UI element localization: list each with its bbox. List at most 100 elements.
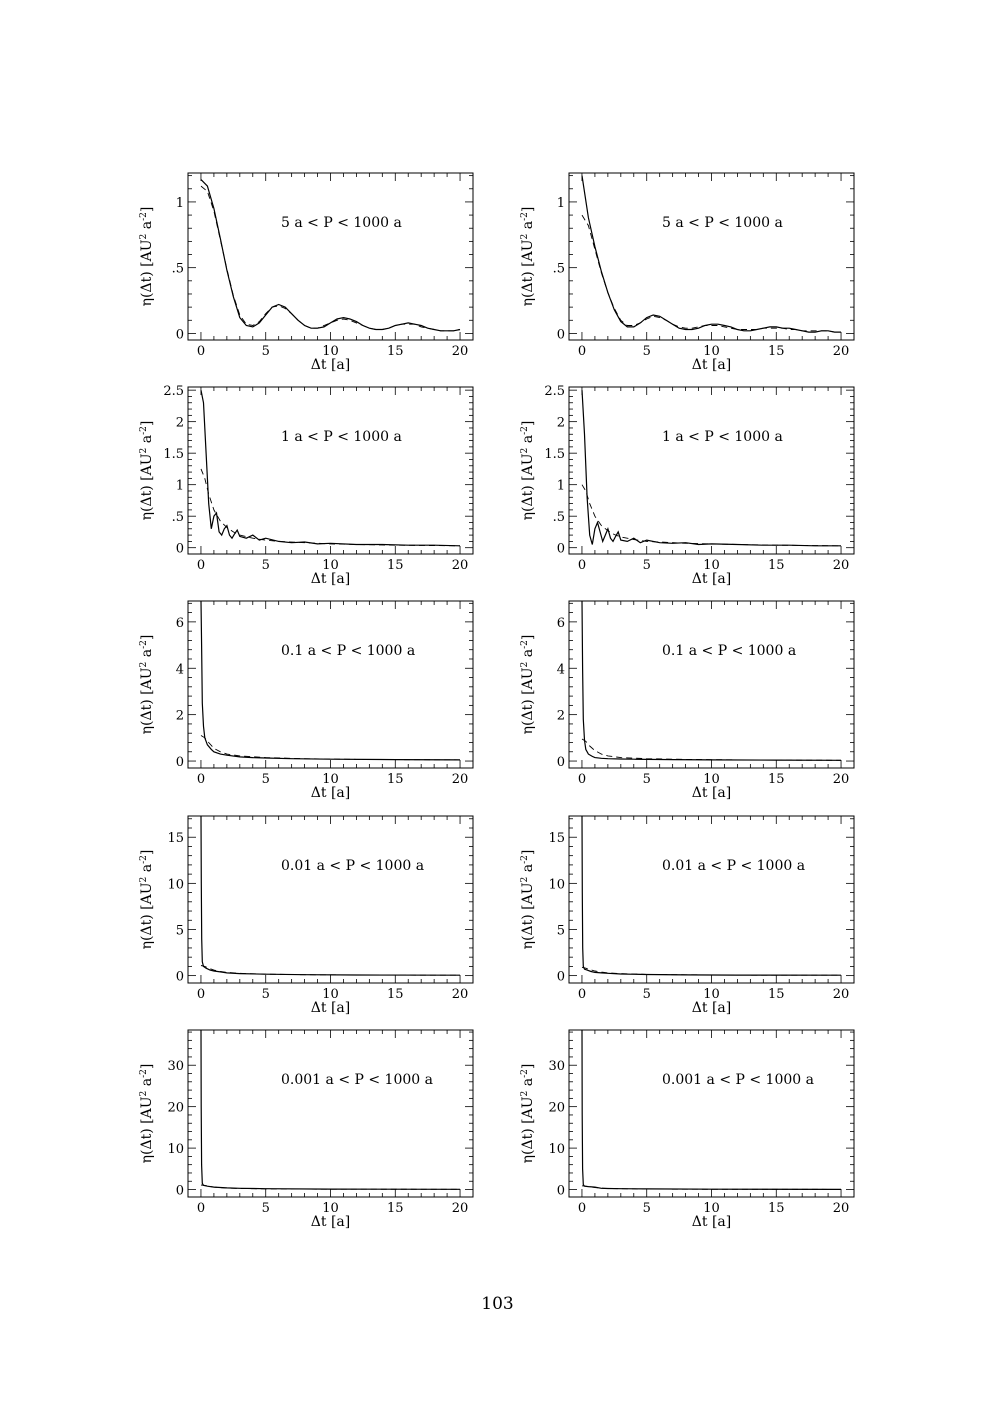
y-tick-label: .5 [172,262,184,277]
solid-series-line [200,816,461,976]
page-number: 103 [481,1294,514,1314]
x-tick-label: 15 [768,987,785,1002]
y-tick-label: 15 [167,831,184,846]
chart-panel-5: 0 5 10 15 20 0 2 4 6 Δt [a] η(Δt) [AU2 a-2] 0.1 a <… [139,600,474,801]
y-tick-label: 15 [548,831,565,846]
y-tick-label: 0 [176,755,184,770]
y-axis-label: η(Δt) [AU2 a-2] [520,635,536,735]
x-tick-label: 10 [703,987,720,1002]
x-tick-label: 10 [322,772,339,787]
y-axis-label: η(Δt) [AU2 a-2] [139,207,155,307]
x-tick-label: 10 [322,558,339,573]
plot-frame [568,815,855,984]
y-tick-label: 0 [176,1184,184,1199]
x-axis-label: Δt [a] [692,1000,731,1016]
plot-frame [187,386,474,555]
x-tick-label: 20 [452,344,469,359]
dashed-series-line [200,185,461,332]
x-tick-label: 5 [643,558,651,573]
x-tick-label: 20 [833,987,850,1002]
y-axis-label: η(Δt) [AU2 a-2] [139,850,155,950]
x-tick-label: 5 [262,987,270,1002]
x-tick-label: 10 [703,1201,720,1216]
x-axis-label: Δt [a] [311,1000,350,1016]
x-tick-label: 15 [387,1201,404,1216]
x-tick-label: 20 [452,987,469,1002]
dashed-series-line [200,468,461,547]
y-tick-label: 1 [557,196,565,211]
y-tick-label: 1 [557,479,565,494]
x-tick-label: 0 [578,344,586,359]
x-tick-label: 15 [387,558,404,573]
x-axis-label: Δt [a] [311,357,350,373]
y-tick-label: .5 [553,510,565,525]
y-tick-label: 1 [176,196,184,211]
x-tick-label: 20 [833,772,850,787]
x-axis-label: Δt [a] [692,571,731,587]
chart-panel-3: 0 5 10 15 20 0 .5 1 1.5 2 2.5 Δt [a] η(Δt) [AU2 a-2]… [139,384,474,587]
panel-annotation: 1 a < P < 1000 a [281,429,402,445]
y-axis-label: η(Δt) [AU2 a-2] [520,1064,536,1164]
y-tick-label: 0 [176,970,184,985]
x-axis-label: Δt [a] [692,785,731,801]
x-tick-label: 5 [643,1201,651,1216]
panel-annotation: 1 a < P < 1000 a [662,429,783,445]
y-tick-label: 10 [548,1142,565,1157]
y-tick-label: 1 [176,479,184,494]
panel-annotation: 5 a < P < 1000 a [662,215,783,231]
dashed-series-line [200,965,461,976]
y-tick-label: 0 [557,1184,565,1199]
x-tick-label: 20 [833,344,850,359]
y-tick-label: 4 [557,662,565,677]
x-tick-label: 15 [768,344,785,359]
y-tick-label: 30 [548,1059,565,1074]
chart-panel-4: 0 5 10 15 20 0 .5 1 1.5 2 2.5 Δt [a] η(Δt) [AU2 a-2]… [520,384,855,587]
y-axis-label: η(Δt) [AU2 a-2] [139,635,155,735]
dashed-series-line [581,966,842,976]
plot-frame [568,172,855,341]
x-tick-label: 0 [197,987,205,1002]
y-tick-label: 1.5 [544,447,565,462]
x-tick-label: 0 [197,344,205,359]
panel-annotation: 0.001 a < P < 1000 a [662,1072,814,1088]
y-tick-label: 2 [557,416,565,431]
x-tick-label: 15 [387,344,404,359]
solid-series-line [581,390,841,547]
x-tick-label: 10 [322,987,339,1002]
chart-panel-7: 0 5 10 15 20 0 5 10 15 Δt [a] η(Δt) [AU2 a-2] 0.01 … [139,815,474,1016]
plot-frame [187,600,474,769]
dashed-series-line [200,735,461,761]
y-tick-label: 2.5 [544,384,565,399]
panel-annotation: 0.01 a < P < 1000 a [662,858,805,874]
x-axis-label: Δt [a] [311,785,350,801]
y-tick-label: 2 [176,416,184,431]
y-tick-label: 0 [557,327,565,342]
x-axis-label: Δt [a] [692,357,731,373]
y-tick-label: 6 [557,616,565,631]
x-tick-label: 5 [643,772,651,787]
x-tick-label: 15 [768,1201,785,1216]
x-tick-label: 0 [578,558,586,573]
panel-annotation: 0.1 a < P < 1000 a [662,643,796,659]
solid-series-line [581,175,841,333]
dashed-series-line [200,1184,461,1190]
y-tick-label: 2 [176,709,184,724]
x-tick-label: 0 [578,772,586,787]
dashed-series-line [581,484,842,547]
y-tick-label: 0 [176,327,184,342]
y-axis-label: η(Δt) [AU2 a-2] [520,421,536,521]
y-axis-label: η(Δt) [AU2 a-2] [139,421,155,521]
x-tick-label: 10 [322,344,339,359]
x-tick-label: 10 [703,558,720,573]
dashed-series-line [581,1185,842,1190]
y-tick-label: 30 [167,1059,184,1074]
x-tick-label: 5 [643,344,651,359]
solid-series-line [200,390,461,547]
plot-frame [568,600,855,769]
x-tick-label: 15 [768,558,785,573]
y-tick-label: 6 [176,616,184,631]
x-tick-label: 20 [833,558,850,573]
plot-frame [187,1029,474,1198]
panel-annotation: 5 a < P < 1000 a [281,215,402,231]
y-tick-label: 1.5 [163,447,184,462]
